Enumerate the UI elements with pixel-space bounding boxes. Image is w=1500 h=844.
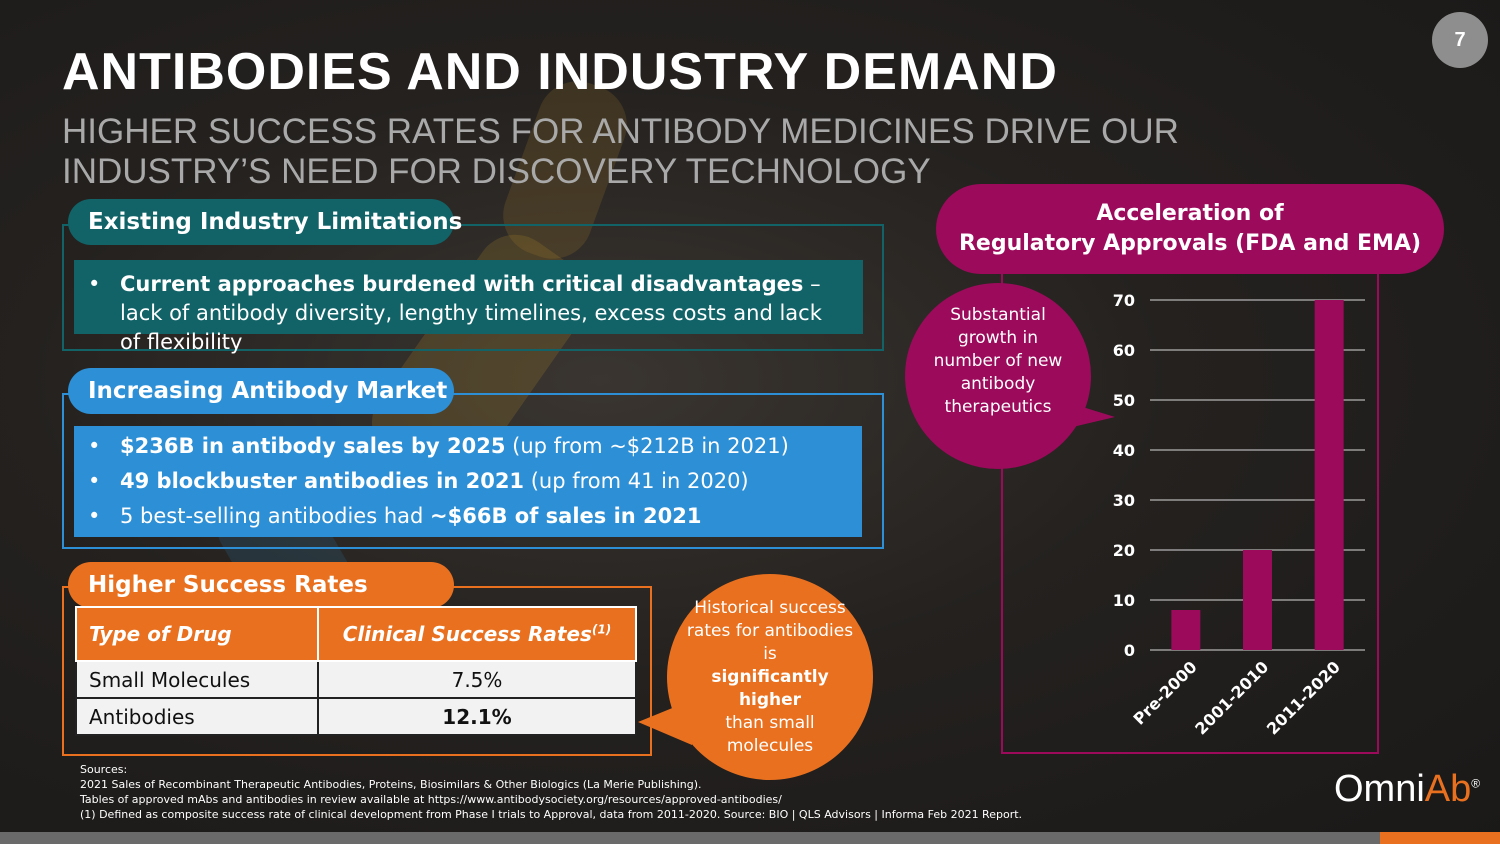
rate-cell: 12.1%: [317, 697, 637, 736]
bar: [1171, 610, 1201, 650]
market-frame: [62, 393, 884, 549]
x-tick-label: 2011-2020: [1263, 657, 1344, 738]
page-title: ANTIBODIES AND INDUSTRY DEMAND: [62, 43, 1058, 101]
page-subtitle: HIGHER SUCCESS RATES FOR ANTIBODY MEDICI…: [62, 112, 1179, 191]
x-tick-label: 2001-2010: [1191, 657, 1272, 738]
sources-footnote: Sources: 2021 Sales of Recombinant Thera…: [80, 763, 1023, 821]
bar: [1314, 300, 1344, 650]
y-tick-label: 50: [1113, 391, 1135, 410]
approvals-bar-chart: 0 10 20 30 40 50 60 70 Pre-20002001-20102011-202…: [1113, 291, 1365, 739]
page-number: 7: [1432, 12, 1488, 68]
market-heading: Increasing Antibody Market: [68, 368, 454, 414]
market-bullet: $236B in antibody sales by 2025 (up from…: [88, 432, 846, 461]
table-row: Antibodies 12.1%: [75, 697, 637, 736]
approvals-heading: Acceleration of Regulatory Approvals (FDA…: [936, 184, 1444, 274]
success-rates-table: Type of Drug Clinical Success Rates(1) S…: [75, 606, 637, 736]
limitations-heading: Existing Industry Limitations: [68, 199, 462, 245]
table-row: Small Molecules 7.5%: [75, 660, 637, 699]
column-header-drug: Type of Drug: [75, 606, 319, 662]
drug-cell: Small Molecules: [75, 660, 319, 699]
market-bullet: 49 blockbuster antibodies in 2021 (up fr…: [88, 467, 846, 496]
growth-callout-bubble: Substantial growth in number of new anti…: [905, 283, 1091, 469]
y-tick-label: 40: [1113, 441, 1135, 460]
bottom-bar: [0, 832, 1500, 844]
x-tick-label: Pre-2000: [1129, 657, 1200, 728]
y-tick-label: 20: [1113, 541, 1135, 560]
y-tick-label: 70: [1113, 291, 1135, 310]
drug-cell: Antibodies: [75, 697, 319, 736]
success-callout-bubble: Historical success rates for antibodies …: [667, 574, 873, 780]
market-bullet: 5 best-selling antibodies had ~$66B of s…: [88, 502, 846, 531]
rate-cell: 7.5%: [317, 660, 637, 699]
market-box: $236B in antibody sales by 2025 (up from…: [74, 426, 862, 537]
bar: [1243, 550, 1272, 650]
column-header-rate: Clinical Success Rates(1): [317, 606, 637, 662]
y-tick-label: 60: [1113, 341, 1135, 360]
y-tick-label: 30: [1113, 491, 1135, 510]
table-header-row: Type of Drug Clinical Success Rates(1): [75, 606, 637, 662]
y-tick-label: 10: [1113, 591, 1135, 610]
success-heading: Higher Success Rates: [68, 562, 454, 608]
limitations-bullet: Current approaches burdened with critica…: [88, 270, 847, 357]
limitations-box: Current approaches burdened with critica…: [74, 260, 863, 354]
omniab-logo: OmniAb®: [1334, 768, 1481, 810]
y-tick-label: 0: [1124, 641, 1135, 660]
